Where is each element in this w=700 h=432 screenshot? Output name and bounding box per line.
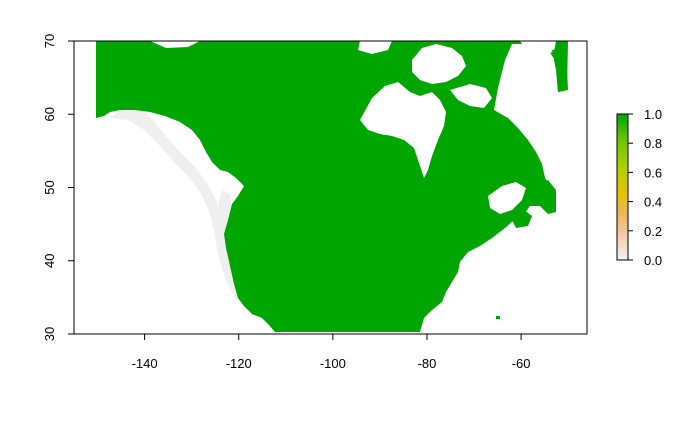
land-mass [96,41,568,332]
y-tick-label: 40 [42,254,57,268]
nova-scotia [510,210,532,228]
arctic-gap-4 [520,41,556,54]
legend-tick-label: 0.2 [644,224,662,239]
legend-tick-label: 0.4 [644,195,662,210]
x-axis: -140 -120 -100 -80 -60 [132,334,531,371]
arctic-gap-3 [358,41,392,54]
legend-tick-label: 0.6 [644,165,662,180]
coastal-fringe [110,106,240,300]
florida-fragment [496,316,500,319]
legend-tick-label: 0.8 [644,136,662,151]
map-raster [96,41,568,332]
y-axis: 30 40 50 60 70 [42,34,74,341]
newfoundland [536,180,556,212]
arctic-gap-1 [412,44,466,84]
x-tick-label: -100 [320,356,346,371]
legend-colorbar: 0.0 0.2 0.4 0.6 0.8 1.0 [616,107,662,268]
legend-gradient [616,113,629,261]
x-tick-label: -140 [132,356,158,371]
y-tick-label: 30 [42,327,57,341]
arctic-gap-5 [150,41,200,48]
legend-ticks: 0.0 0.2 0.4 0.6 0.8 1.0 [628,107,662,268]
x-tick-label: -80 [418,356,437,371]
y-tick-label: 50 [42,180,57,194]
y-tick-label: 60 [42,107,57,121]
labrador-coast [552,48,568,92]
legend-tick-label: 1.0 [644,107,662,122]
arctic-gap-2 [450,84,492,108]
hudson-bay [360,82,446,178]
y-tick-label: 70 [42,34,57,48]
x-tick-label: -120 [226,356,252,371]
legend-tick-label: 0.0 [644,253,662,268]
gulf-st-lawrence [488,182,526,214]
x-tick-label: -60 [512,356,531,371]
